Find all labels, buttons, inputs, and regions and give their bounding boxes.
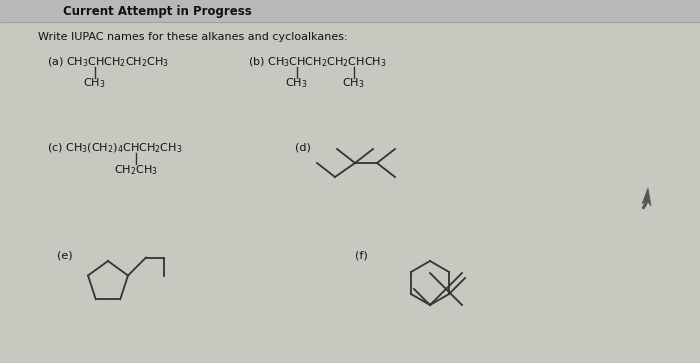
Text: CH$_2$CH$_3$: CH$_2$CH$_3$ xyxy=(114,163,158,177)
Text: (b) CH$_3$CHCH$_2$CH$_2$CHCH$_3$: (b) CH$_3$CHCH$_2$CH$_2$CHCH$_3$ xyxy=(248,55,386,69)
Text: (a) CH$_3$CHCH$_2$CH$_2$CH$_3$: (a) CH$_3$CHCH$_2$CH$_2$CH$_3$ xyxy=(47,55,169,69)
Text: Current Attempt in Progress: Current Attempt in Progress xyxy=(63,4,252,17)
Text: (d): (d) xyxy=(295,143,311,153)
Text: CH$_3$: CH$_3$ xyxy=(83,76,106,90)
Text: CH$_3$: CH$_3$ xyxy=(342,76,365,90)
Bar xyxy=(0,0,700,22)
Text: CH$_3$: CH$_3$ xyxy=(285,76,307,90)
Text: (e): (e) xyxy=(57,250,73,260)
Text: Write IUPAC names for these alkanes and cycloalkanes:: Write IUPAC names for these alkanes and … xyxy=(38,32,348,42)
Polygon shape xyxy=(642,188,651,209)
Text: (f): (f) xyxy=(355,250,368,260)
Text: (c) CH$_3$(CH$_2$)$_4$CHCH$_2$CH$_3$: (c) CH$_3$(CH$_2$)$_4$CHCH$_2$CH$_3$ xyxy=(47,141,183,155)
